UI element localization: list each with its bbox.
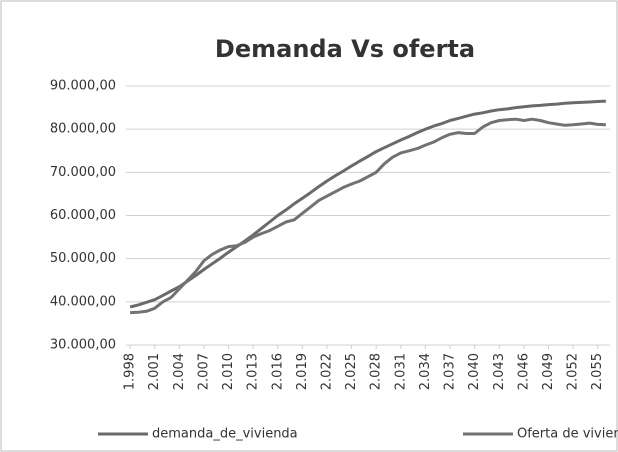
series-line <box>130 117 606 315</box>
y-tick-label: 40.000,00 <box>50 294 116 309</box>
y-tick-label: 90.000,00 <box>50 79 116 94</box>
legend-label: demanda_de_vivienda <box>152 427 298 442</box>
x-tick-label: 2.043 <box>492 353 507 390</box>
legend-label: Oferta de vivienda <box>517 427 618 442</box>
x-tick-label: 2.010 <box>221 353 236 390</box>
x-tick-label: 2.034 <box>418 353 433 390</box>
x-tick-label: 2.007 <box>196 353 211 390</box>
x-tick-label: 2.001 <box>147 353 162 390</box>
x-tick-label: 2.037 <box>443 353 458 390</box>
x-tick-label: 2.046 <box>516 353 531 390</box>
y-tick-label: 50.000,00 <box>50 251 116 266</box>
x-tick-label: 2.052 <box>566 353 581 390</box>
chart-title: Demanda Vs oferta <box>215 35 475 63</box>
y-tick-label: 70.000,00 <box>50 165 116 180</box>
x-tick-label: 2.031 <box>393 353 408 390</box>
x-tick-label: 2.049 <box>541 353 556 390</box>
y-tick-label: 80.000,00 <box>50 122 116 137</box>
x-tick-label: 2.013 <box>246 353 261 390</box>
x-tick-label: 2.055 <box>590 353 605 390</box>
series-line <box>129 99 606 309</box>
y-tick-label: 30.000,00 <box>50 338 116 353</box>
x-tick-label: 2.019 <box>295 353 310 390</box>
x-tick-label: 2.028 <box>369 353 384 390</box>
x-tick-label: 2.022 <box>319 353 334 390</box>
x-tick-label: 2.040 <box>467 353 482 390</box>
y-tick-label: 60.000,00 <box>50 208 116 223</box>
x-tick-label: 2.016 <box>270 353 285 390</box>
x-tick-label: 1.998 <box>123 353 138 390</box>
x-tick-label: 2.025 <box>344 353 359 390</box>
x-tick-label: 2.004 <box>172 353 187 390</box>
